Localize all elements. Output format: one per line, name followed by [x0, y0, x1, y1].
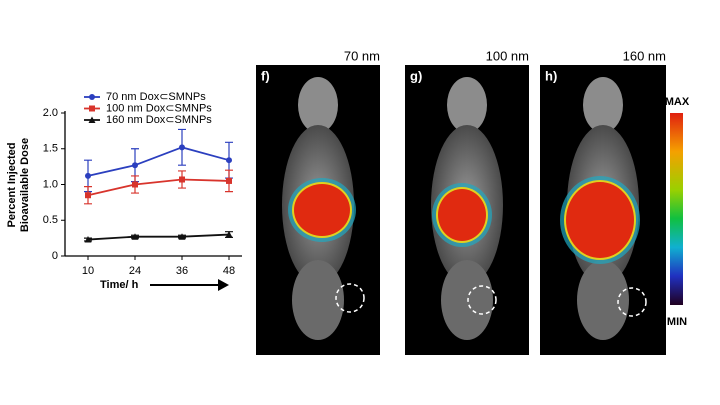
x-tick-label: 48	[223, 265, 235, 277]
legend-marker	[89, 105, 95, 112]
legend-marker	[88, 116, 96, 123]
data-point	[85, 172, 91, 179]
arrow-head	[218, 279, 229, 291]
panel-size-label: 70 nm	[344, 48, 380, 63]
panel-letter: g)	[410, 68, 422, 83]
data-point	[85, 192, 91, 199]
skull	[447, 77, 487, 133]
legend-marker	[89, 94, 95, 100]
tumor-circle	[467, 285, 497, 315]
y-tick-label: 1.5	[43, 143, 58, 155]
skull	[298, 77, 338, 133]
data-point	[179, 176, 185, 183]
data-point	[178, 233, 186, 240]
tumor-circle	[335, 283, 365, 313]
line-chart: 0 0.5 1.0 1.5 2.0 10 24 36 48 Percent Injected Bio…	[6, 91, 242, 291]
series-line	[87, 146, 230, 177]
pelvis	[441, 260, 493, 340]
data-point	[226, 177, 232, 184]
y-tick-label: 2.0	[43, 107, 58, 119]
data-point	[132, 162, 138, 169]
data-point	[225, 231, 233, 238]
legend-label: 100 nm Dox⊂SMNPs	[106, 102, 212, 114]
panel-letter: f)	[261, 68, 270, 83]
series-line	[87, 178, 230, 197]
y-tick-label: 0.5	[43, 214, 58, 226]
legend-label: 160 nm Dox⊂SMNPs	[106, 114, 212, 126]
data-point	[179, 144, 185, 151]
skull	[583, 77, 623, 133]
data-point	[226, 157, 232, 164]
y-axis-label: Bioavailable Dose	[19, 138, 31, 232]
panel-size-label: 100 nm	[486, 48, 529, 63]
x-tick-label: 24	[129, 265, 141, 277]
tumor-circle	[617, 287, 647, 317]
data-point	[132, 181, 138, 188]
colorbar-min: MIN	[667, 316, 687, 328]
uptake-core	[438, 189, 486, 241]
pelvis	[577, 260, 629, 340]
y-axis-label: Percent Injected	[6, 143, 18, 228]
y-tick-label: 0	[52, 250, 58, 262]
pelvis	[292, 260, 344, 340]
panel-letter: h)	[545, 68, 557, 83]
uptake-core	[566, 182, 634, 258]
x-axis-label: Time/ h	[100, 279, 139, 291]
panel-size-label: 160 nm	[623, 48, 666, 63]
colorbar-max: MAX	[665, 96, 690, 108]
data-point	[84, 236, 92, 243]
colorbar	[670, 113, 683, 305]
series-line	[87, 233, 230, 241]
x-tick-label: 36	[176, 265, 188, 277]
uptake-core	[294, 184, 350, 236]
legend-label: 70 nm Dox⊂SMNPs	[106, 91, 206, 103]
data-point	[131, 233, 139, 240]
x-tick-label: 10	[82, 265, 94, 277]
image-panels: f) 70 nm g) 100 nm h) 160 nm	[256, 48, 666, 355]
y-tick-label: 1.0	[43, 178, 58, 190]
